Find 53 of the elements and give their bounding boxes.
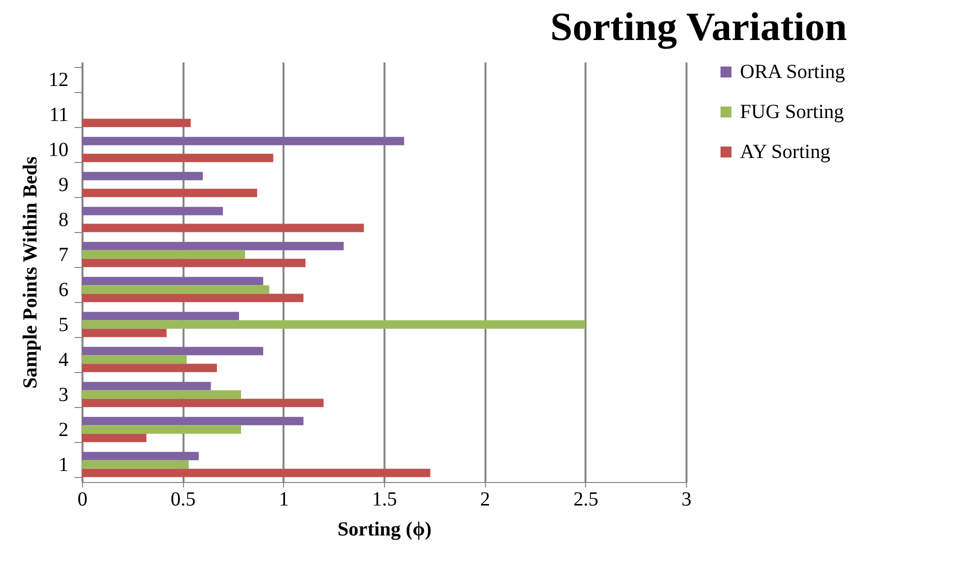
- bar: [82, 452, 199, 460]
- bar: [82, 346, 264, 356]
- bar: [82, 285, 270, 294]
- legend-label: AY Sorting: [740, 141, 830, 163]
- bar: [82, 224, 364, 232]
- bar: [82, 364, 217, 372]
- bar: [82, 460, 189, 469]
- x-axis-title: Sorting (ϕ): [337, 518, 432, 540]
- y-tick-label: 5: [58, 314, 68, 336]
- y-tick-label: 2: [58, 419, 68, 441]
- x-tick-label: 0.5: [170, 488, 196, 510]
- x-tick-label: 2.5: [573, 488, 598, 510]
- bar: [82, 276, 264, 286]
- y-tick-label: 6: [58, 279, 68, 301]
- bar: [82, 172, 203, 180]
- x-tick-label: 3: [682, 488, 692, 510]
- y-tick-label: 3: [58, 384, 68, 406]
- x-tick-label: 0: [78, 488, 88, 510]
- bar: [82, 188, 258, 198]
- chart-title: Sorting Variation: [550, 4, 847, 49]
- y-tick-label: 9: [58, 174, 68, 196]
- bar: [82, 468, 430, 478]
- bar: [82, 434, 146, 442]
- bar: [82, 382, 211, 390]
- y-tick-label: 11: [49, 104, 68, 126]
- bar: [82, 425, 242, 434]
- bar: [82, 320, 586, 329]
- y-tick-label: 7: [58, 244, 68, 266]
- y-tick-label: 8: [58, 209, 68, 231]
- y-axis-title: Sample Points Within Beds: [20, 156, 42, 389]
- bar: [82, 328, 167, 338]
- bar: [82, 294, 304, 302]
- x-tick-label: 1.5: [372, 488, 397, 510]
- bar: [82, 242, 344, 250]
- bar: [82, 250, 246, 259]
- x-tick-label: 1: [278, 488, 289, 510]
- bar: [82, 206, 223, 216]
- y-tick-label: 12: [48, 69, 68, 91]
- legend-label: ORA Sorting: [740, 61, 846, 83]
- y-tick-label: 10: [48, 139, 68, 161]
- bar: [82, 154, 274, 162]
- bar: [82, 118, 191, 128]
- legend-label: FUG Sorting: [740, 101, 844, 123]
- bar: [82, 390, 242, 399]
- bar: [82, 416, 304, 426]
- bar: [82, 312, 240, 320]
- bar: [82, 258, 306, 268]
- x-tick-label: 2: [480, 488, 490, 510]
- y-tick-label: 4: [58, 349, 68, 371]
- bar: [82, 355, 187, 364]
- bar: [82, 136, 404, 146]
- bar: [82, 398, 324, 408]
- y-tick-label: 1: [58, 454, 68, 476]
